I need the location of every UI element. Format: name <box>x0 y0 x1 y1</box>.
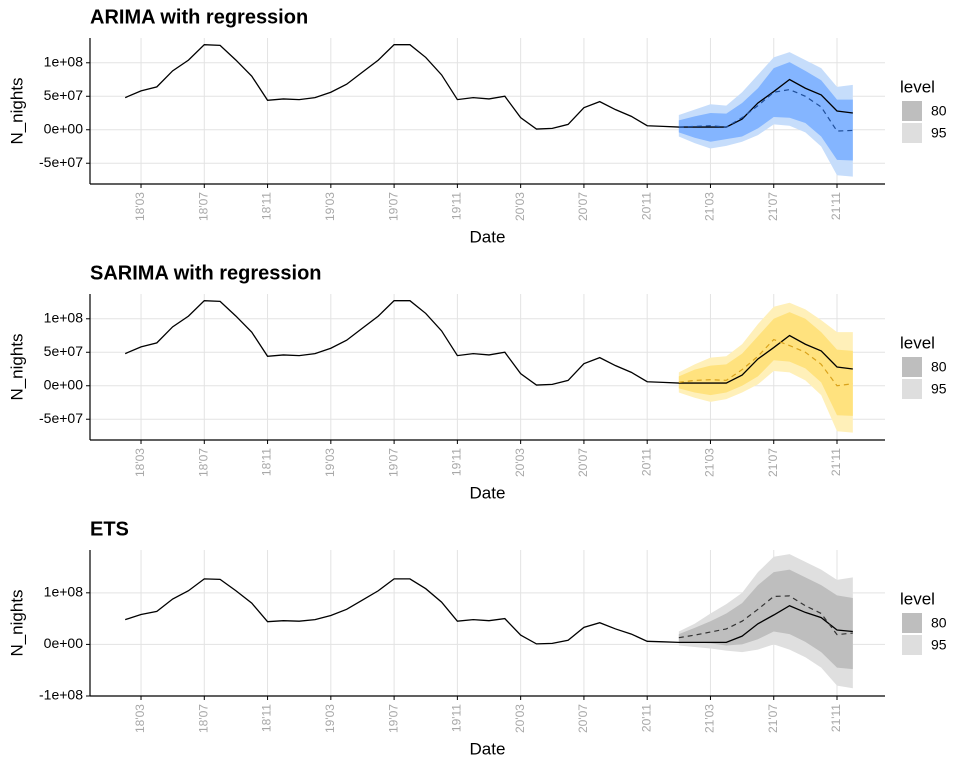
x-tick-label: 19'03 <box>323 192 337 221</box>
x-tick-label: 21'11 <box>829 448 843 476</box>
x-tick-label: 18'07 <box>196 448 210 477</box>
x-tick-label: 18'11 <box>260 192 274 220</box>
panel-title: ARIMA with regression <box>90 6 308 28</box>
x-tick-label: 19'03 <box>323 448 337 477</box>
x-tick-label: 19'07 <box>386 704 400 733</box>
legend-swatch <box>902 123 922 143</box>
legend-title: level <box>900 77 935 96</box>
interval-band <box>678 312 853 416</box>
legend-label: 95 <box>931 381 947 397</box>
y-tick-label: 0e+00 <box>44 635 84 651</box>
panel: ARIMA with regression -5e+07 0e+00 5e+07 1e+… <box>7 6 946 246</box>
y-tick-label: 0e+00 <box>44 376 84 392</box>
y-tick-label: 5e+07 <box>44 343 84 359</box>
x-tick-label: 20'03 <box>513 704 527 733</box>
x-axis-label: Date <box>470 483 506 502</box>
legend-label: 95 <box>931 125 947 141</box>
forecast-line <box>678 338 853 387</box>
y-tick-label: 1e+08 <box>44 53 84 69</box>
y-tick-label: -5e+07 <box>39 410 83 426</box>
y-tick-label: -1e+08 <box>39 687 83 703</box>
x-tick-label: 21'11 <box>829 192 843 220</box>
x-tick-label: 19'11 <box>450 192 464 220</box>
x-tick-label: 21'07 <box>766 704 780 733</box>
x-tick-label: 20'11 <box>639 448 653 476</box>
actual-line <box>124 578 853 645</box>
x-tick-label: 21'07 <box>766 192 780 221</box>
y-axis-label: N_nights <box>7 333 26 400</box>
legend-swatch <box>902 379 922 399</box>
x-tick-label: 20'11 <box>639 192 653 220</box>
x-tick-label: 21'07 <box>766 448 780 477</box>
x-tick-label: 18'11 <box>260 704 274 732</box>
legend-swatch <box>902 101 922 121</box>
panel-title: ETS <box>90 518 129 540</box>
interval-band <box>678 62 853 161</box>
x-tick-label: 18'07 <box>196 192 210 221</box>
legend-label: 80 <box>931 359 947 375</box>
actual-line <box>124 44 853 130</box>
actual-line <box>124 300 853 386</box>
x-tick-label: 21'11 <box>829 704 843 732</box>
x-tick-label: 19'03 <box>323 704 337 733</box>
x-tick-label: 18'03 <box>133 448 147 477</box>
x-tick-label: 21'03 <box>703 192 717 221</box>
legend-title: level <box>900 589 935 608</box>
y-tick-label: 1e+08 <box>44 584 84 600</box>
x-tick-label: 18'11 <box>260 448 274 476</box>
x-tick-label: 21'03 <box>703 448 717 477</box>
x-tick-label: 20'03 <box>513 192 527 221</box>
x-tick-label: 18'07 <box>196 704 210 733</box>
x-tick-label: 21'03 <box>703 704 717 733</box>
legend-label: 80 <box>931 615 947 631</box>
x-axis-label: Date <box>470 227 506 246</box>
panel-title: SARIMA with regression <box>90 262 322 284</box>
x-tick-label: 19'11 <box>450 704 464 732</box>
legend-label: 95 <box>931 637 947 653</box>
legend-swatch <box>902 613 922 633</box>
x-tick-label: 19'07 <box>386 192 400 221</box>
legend-title: level <box>900 333 935 352</box>
legend-label: 80 <box>931 103 947 119</box>
y-tick-label: 0e+00 <box>44 120 84 136</box>
legend-swatch <box>902 635 922 655</box>
x-tick-label: 19'07 <box>386 448 400 477</box>
y-tick-label: 1e+08 <box>44 309 84 325</box>
y-axis-label: N_nights <box>7 589 26 656</box>
x-tick-label: 20'03 <box>513 448 527 477</box>
x-tick-label: 20'07 <box>576 448 590 477</box>
x-tick-label: 18'03 <box>133 192 147 221</box>
y-tick-label: -5e+07 <box>39 154 83 170</box>
x-tick-label: 20'07 <box>576 192 590 221</box>
legend-swatch <box>902 357 922 377</box>
x-axis-label: Date <box>470 739 506 758</box>
y-tick-label: 5e+07 <box>44 87 84 103</box>
x-tick-label: 19'11 <box>450 448 464 476</box>
panel: ETS -1e+08 0e+00 1e+08 18'03 18'07 18'11 19'03 1… <box>7 518 946 758</box>
y-axis-label: N_nights <box>7 77 26 144</box>
forecast-line <box>678 88 853 132</box>
x-tick-label: 18'03 <box>133 704 147 733</box>
x-tick-label: 20'11 <box>639 704 653 732</box>
panel: SARIMA with regression -5e+07 0e+00 5e+07 1e… <box>7 262 946 502</box>
x-tick-label: 20'07 <box>576 704 590 733</box>
forecast-line <box>678 595 853 639</box>
